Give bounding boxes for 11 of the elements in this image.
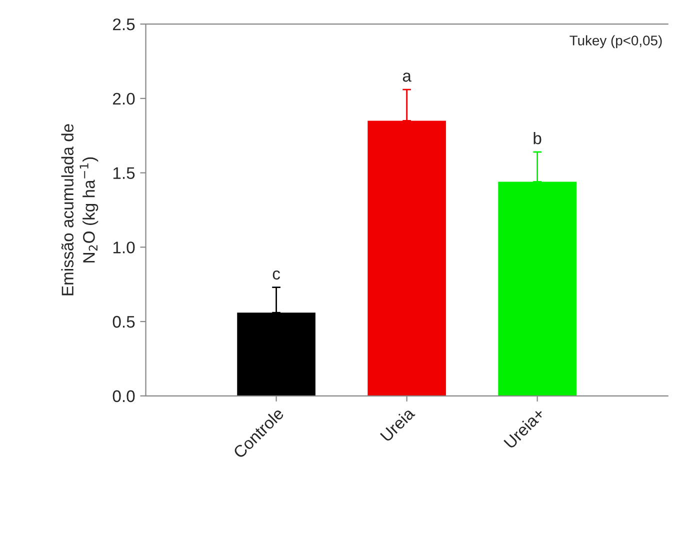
annotation: c	[272, 270, 280, 280]
y-tick-label: 1.5	[113, 167, 135, 180]
annotation: a	[402, 72, 412, 82]
y-tick-label: 1.0	[113, 242, 135, 254]
annotation: Tukey (p<0,05)	[570, 35, 662, 48]
y-tick-label: 0.0	[112, 390, 135, 402]
y-tick-label: 2.0	[113, 92, 135, 105]
y-tick-label: 2.5	[113, 18, 135, 30]
y-axis-title: Emissão acumulada de N$_{2}$O (kg ha$^{−1}$)	[61, 124, 98, 296]
y-tick-label: 0.5	[112, 316, 135, 328]
annotation: b	[534, 132, 542, 144]
